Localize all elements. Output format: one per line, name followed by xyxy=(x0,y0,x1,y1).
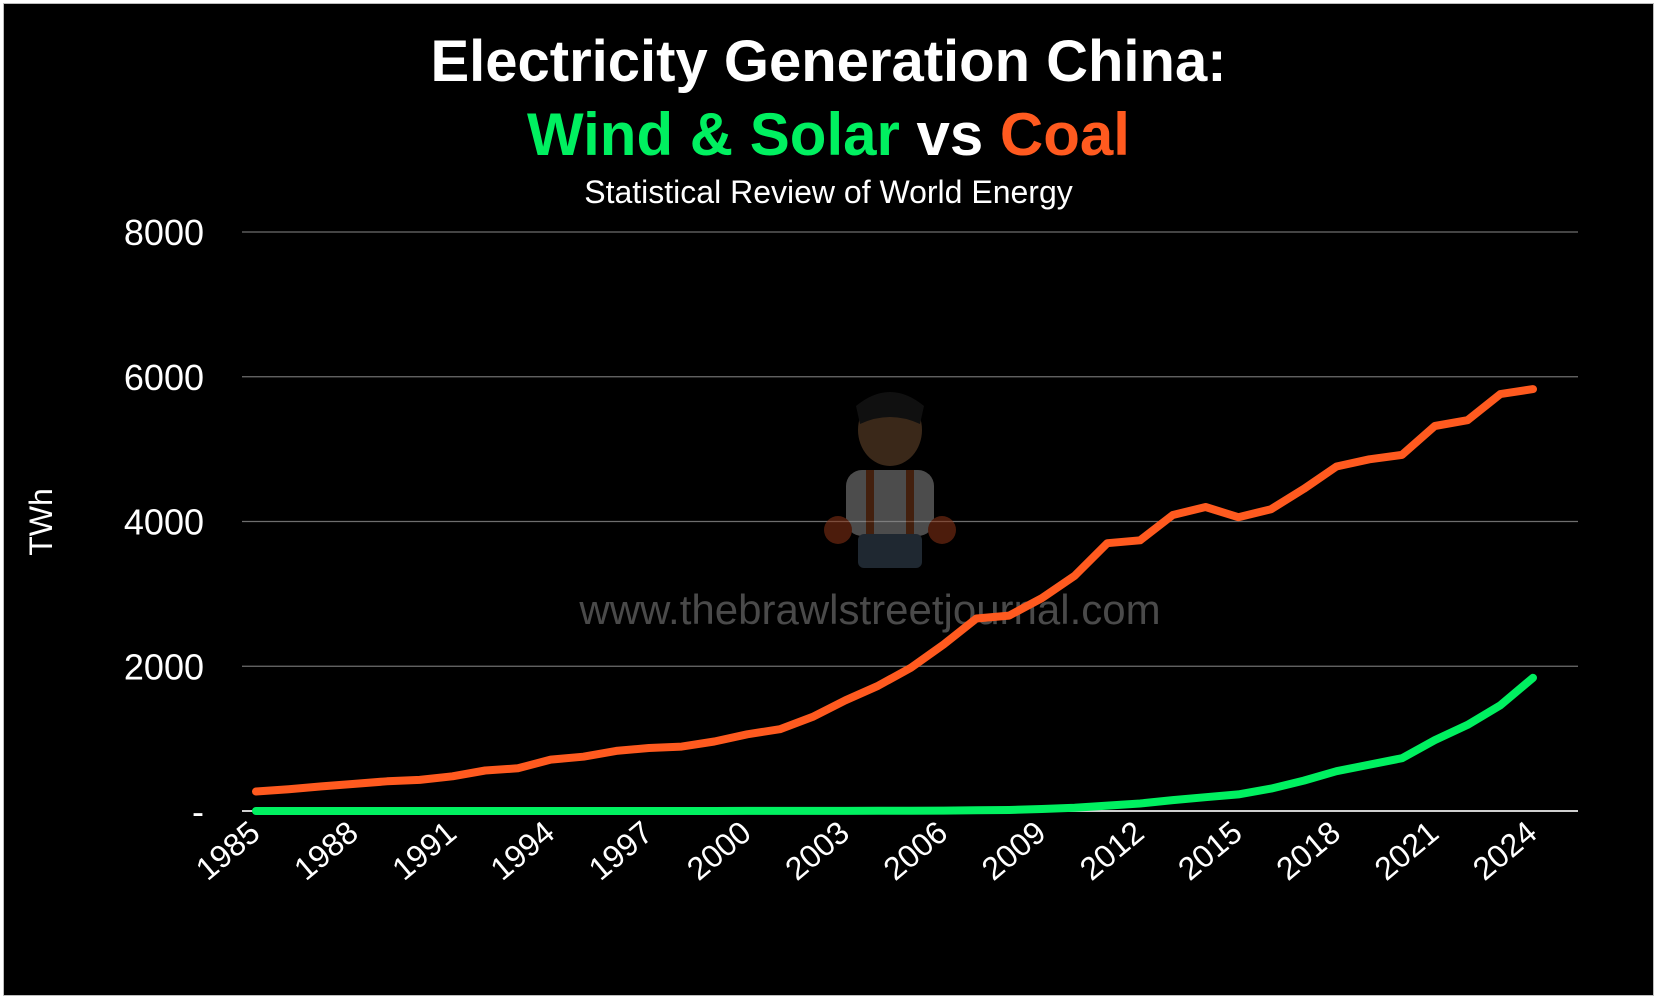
chart-title-comparison: Wind & Solar vs Coal xyxy=(4,100,1653,169)
watermark-url: www.thebrawlstreetjournal.com xyxy=(578,586,1160,633)
chart-frame: Electricity Generation China: Wind & Sol… xyxy=(3,3,1654,996)
chart-subtitle: Statistical Review of World Energy xyxy=(584,174,1073,210)
x-tick-label: 2021 xyxy=(1368,814,1446,887)
x-axis-ticks: 1985 1988 1991 1994 1997 2000 2003 2006 2009 2012… xyxy=(189,814,1544,887)
x-tick-label: 2000 xyxy=(680,814,758,887)
y-tick-label: 4000 xyxy=(124,502,204,543)
x-tick-label: 2006 xyxy=(876,814,954,887)
x-tick-label: 2012 xyxy=(1073,814,1151,887)
x-tick-label: 1997 xyxy=(582,814,660,887)
y-tick-label: - xyxy=(192,791,204,832)
x-tick-label: 2015 xyxy=(1171,814,1249,887)
y-axis-ticks: - 2000 4000 6000 8000 xyxy=(124,212,204,832)
y-tick-label: 2000 xyxy=(124,646,204,687)
x-tick-label: 2018 xyxy=(1269,814,1347,887)
title-vs: vs xyxy=(899,101,1000,168)
mascot-logo xyxy=(824,392,956,568)
x-tick-label: 2009 xyxy=(975,814,1053,887)
x-tick-label: 2024 xyxy=(1466,814,1544,887)
x-tick-label: 1988 xyxy=(287,814,365,887)
series-lines xyxy=(252,385,1537,815)
chart-title: Electricity Generation China: xyxy=(430,29,1227,94)
x-tick-label: 1991 xyxy=(385,814,463,887)
y-tick-label: 6000 xyxy=(124,357,204,398)
series-line-wind-solar xyxy=(252,673,1537,815)
y-tick-label: 8000 xyxy=(124,212,204,253)
x-tick-label: 2003 xyxy=(778,814,856,887)
y-axis-label: TWh xyxy=(23,488,59,556)
x-tick-label: 1994 xyxy=(484,814,562,887)
title-coal: Coal xyxy=(999,101,1130,168)
series-line-coal xyxy=(252,385,1537,796)
watermark: www.thebrawlstreetjournal.com xyxy=(578,392,1161,633)
title-wind-solar: Wind & Solar xyxy=(527,101,900,168)
